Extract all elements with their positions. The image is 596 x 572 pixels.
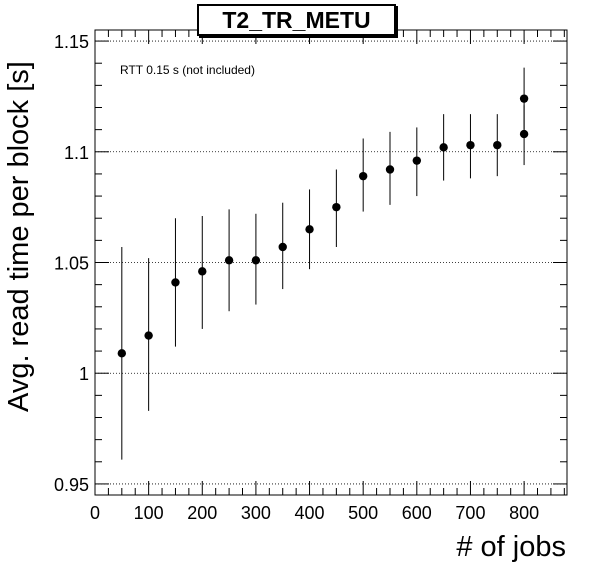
axis-ticks xyxy=(94,30,567,495)
data-point xyxy=(519,129,529,139)
data-point xyxy=(466,140,475,150)
x-tick-label: 500 xyxy=(348,503,378,523)
chart-annotation: RTT 0.15 s (not included) xyxy=(120,63,255,77)
data-point xyxy=(439,143,448,152)
data-point xyxy=(385,165,395,174)
x-tick-label: 100 xyxy=(134,503,164,523)
data-points xyxy=(117,94,529,358)
chart-title: T2_TR_METU xyxy=(197,4,396,36)
data-point xyxy=(117,349,127,358)
x-tick-label: 300 xyxy=(241,503,271,523)
x-tick-label: 800 xyxy=(509,503,539,523)
y-tick-label: 1 xyxy=(79,364,89,384)
data-point xyxy=(305,225,314,234)
x-tick-label: 400 xyxy=(295,503,325,523)
y-tick-label: 0.95 xyxy=(54,475,89,495)
y-tick-label: 1.1 xyxy=(64,143,89,163)
x-axis-label: # of jobs xyxy=(456,531,566,563)
x-tick-labels: 0 100 200 300 400 500 600 700 800 xyxy=(90,503,539,523)
data-point xyxy=(278,242,287,252)
data-point xyxy=(332,202,341,212)
data-point xyxy=(251,256,261,265)
data-point xyxy=(493,140,502,150)
y-tick-label: 1.15 xyxy=(54,32,89,52)
y-tick-labels: 0.95 1 1.05 1.1 1.15 xyxy=(54,32,89,495)
data-point xyxy=(358,171,368,181)
data-point xyxy=(171,278,180,287)
x-tick-label: 200 xyxy=(187,503,217,523)
data-point xyxy=(144,331,153,340)
y-axis-label: Avg. read time per block [s] xyxy=(3,61,35,412)
grid-lines xyxy=(95,40,567,485)
data-point xyxy=(224,256,234,265)
x-tick-label: 600 xyxy=(402,503,432,523)
x-tick-label: 0 xyxy=(90,503,100,523)
data-point xyxy=(412,156,422,165)
x-tick-label: 700 xyxy=(455,503,485,523)
data-point xyxy=(198,267,207,276)
error-bars xyxy=(121,67,525,460)
y-tick-label: 1.05 xyxy=(54,254,89,274)
data-point xyxy=(519,94,529,103)
plot-frame xyxy=(94,29,568,496)
